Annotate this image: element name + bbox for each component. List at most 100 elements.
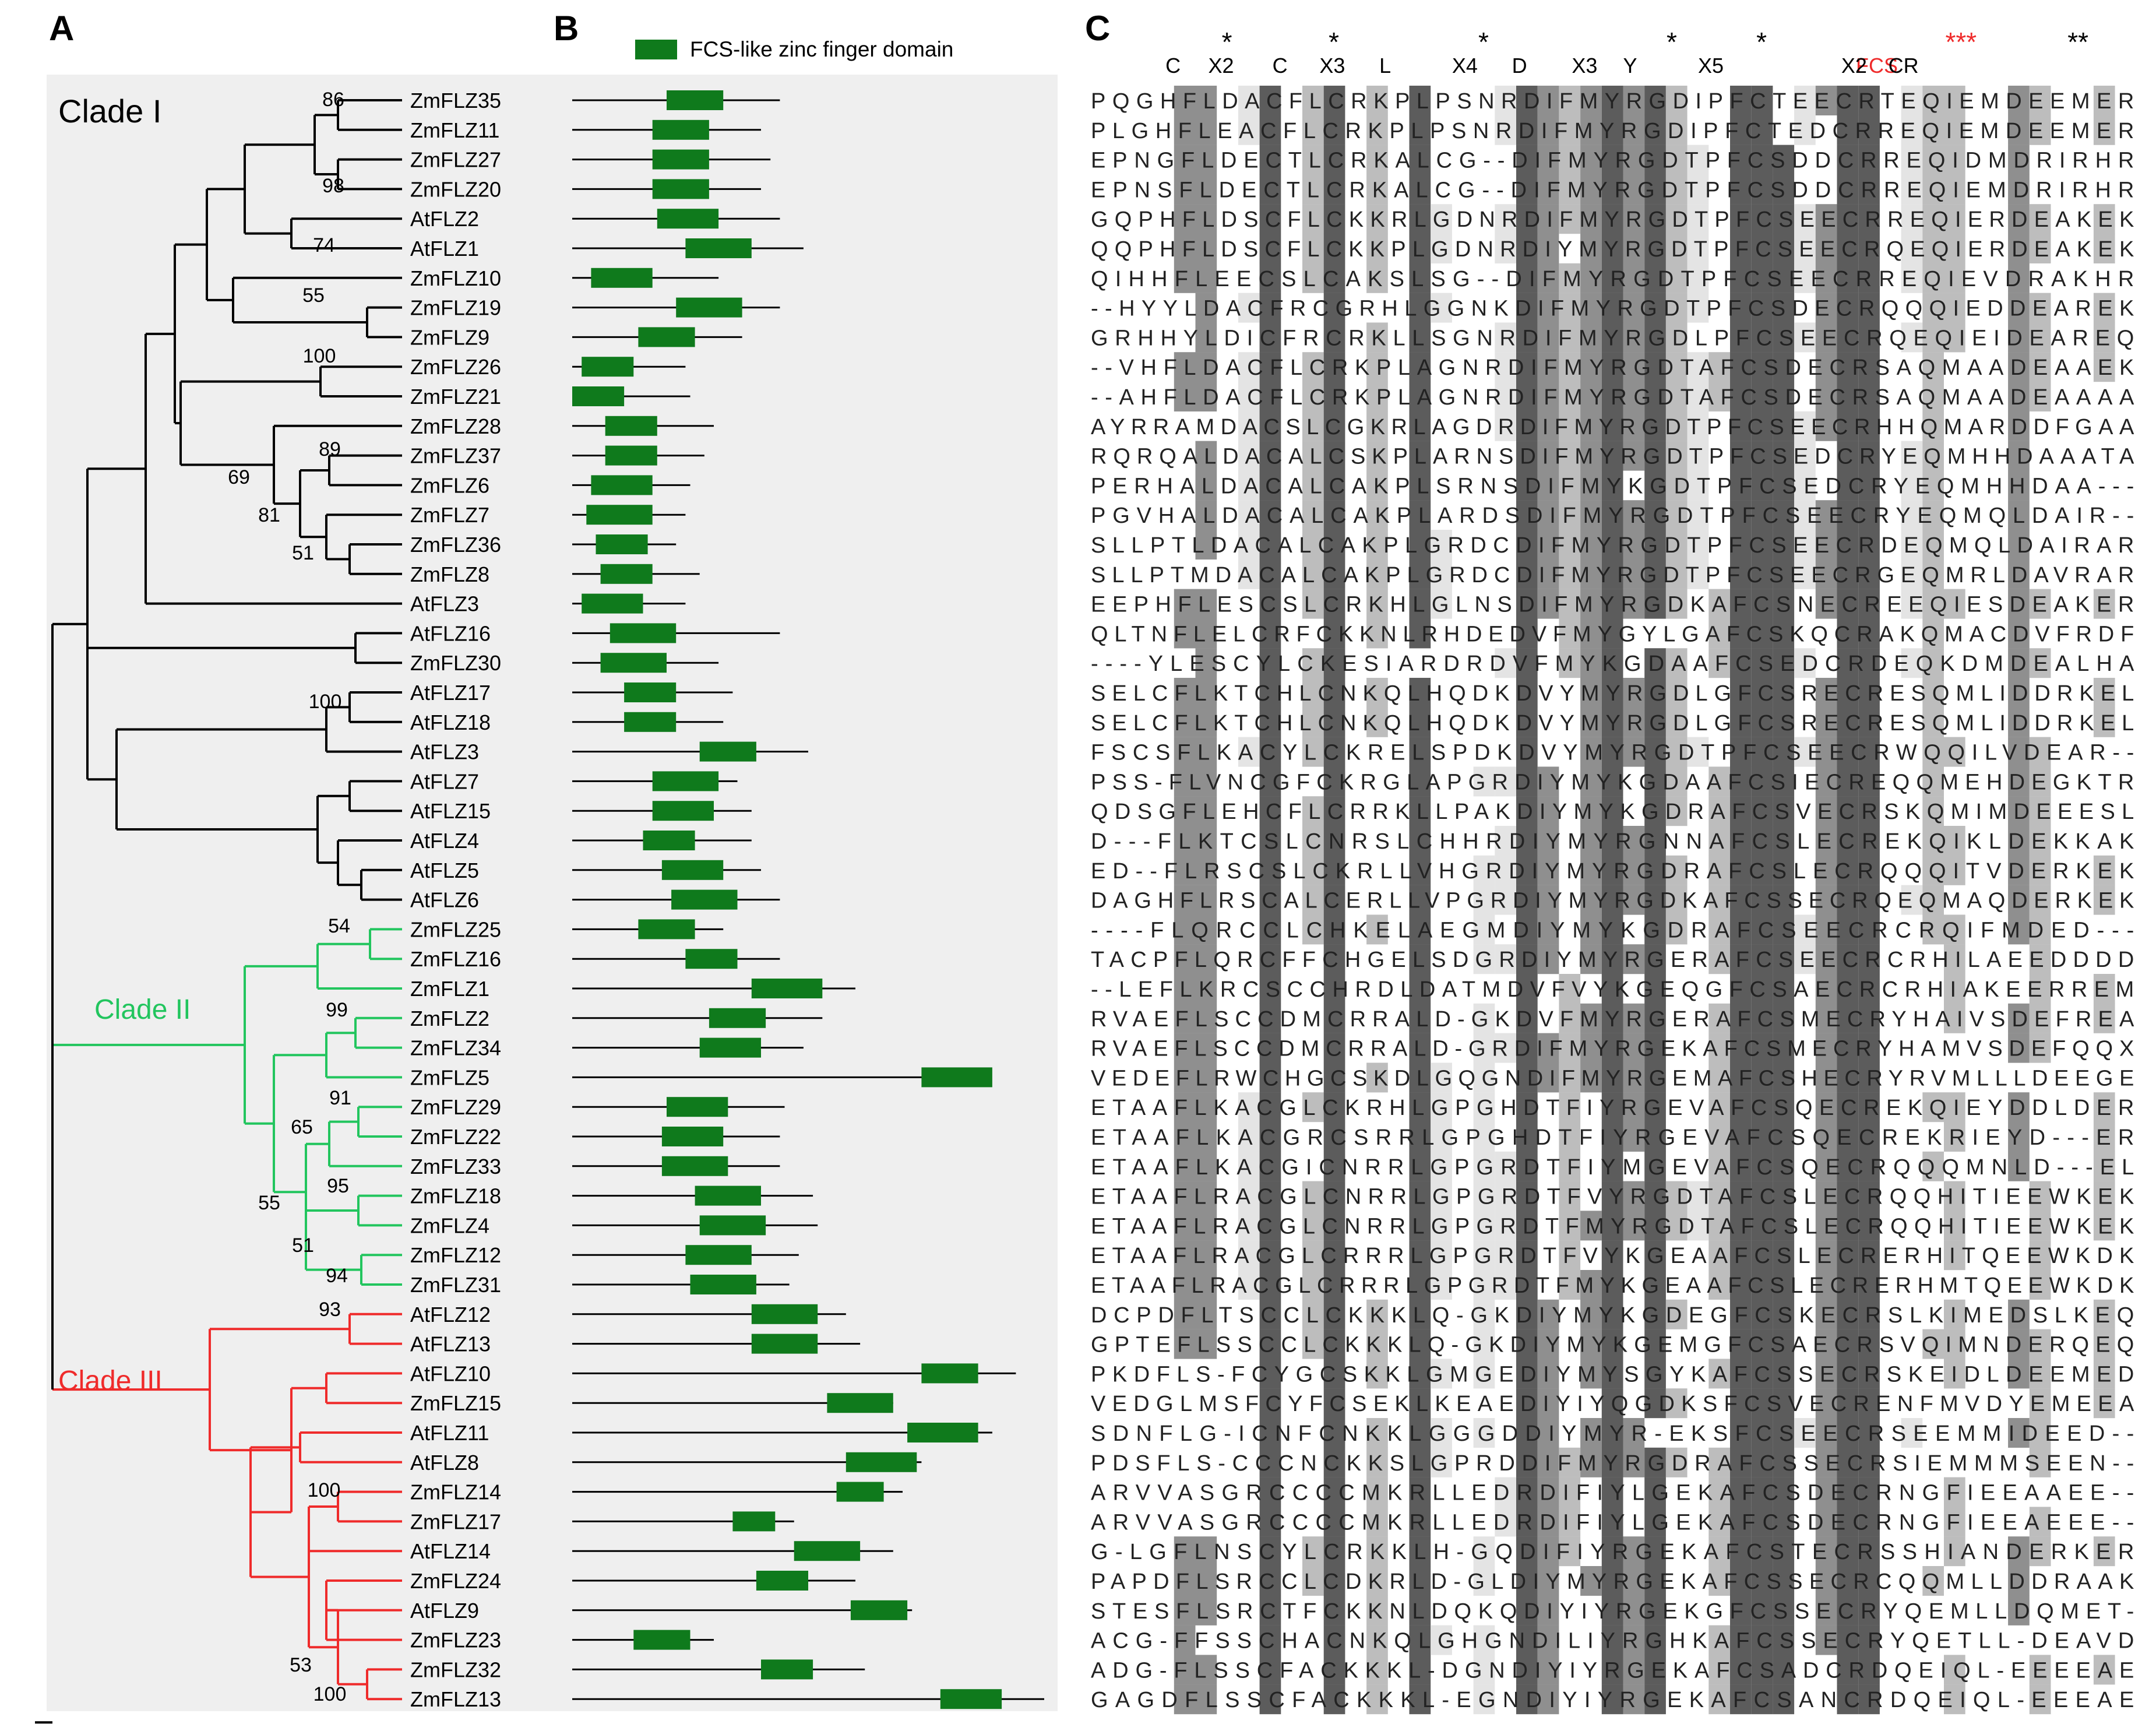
alignment-shade: [1837, 1566, 1859, 1596]
alignment-shade: [1431, 1181, 1452, 1211]
alignment-shade: [1601, 352, 1623, 382]
alignment-shade: [1815, 204, 1837, 234]
alignment-shade: [1730, 1003, 1752, 1033]
alignment-shade: [2029, 737, 2051, 767]
alignment-shade: [1837, 1507, 1859, 1537]
alignment-shade: [1601, 174, 1623, 205]
alignment-shade: [1944, 1684, 1965, 1715]
alignment-shade: [1259, 1181, 1281, 1211]
alignment-shade: [1238, 382, 1260, 411]
alignment-shade: [1858, 1625, 1880, 1655]
alignment-shade: [1601, 322, 1623, 353]
alignment-sequence: RVAEFLSCCDMCRRALD-GKDVFMYRGERAFCSMECRYHA…: [1091, 1007, 2134, 1032]
alignment-shade: [1922, 441, 1944, 471]
alignment-shade: [1708, 1033, 1730, 1063]
fcs-domain: [699, 1037, 761, 1058]
alignment-shade: [1665, 855, 1688, 885]
alignment-shade: [1238, 1122, 1260, 1152]
alignment-shade: [1174, 1595, 1196, 1626]
alignment-shade: [1944, 1536, 1965, 1567]
alignment-shade: [1174, 1062, 1196, 1093]
alignment-shade: [1773, 382, 1795, 411]
alignment-shade: [1238, 1240, 1260, 1271]
alignment-shade: [1409, 1595, 1431, 1626]
alignment-shade: [1815, 707, 1837, 737]
alignment-shade: [1409, 1655, 1431, 1685]
alignment-shade: [1858, 1684, 1880, 1715]
alignment-shade: [1537, 1625, 1559, 1655]
alignment-shade: [1922, 293, 1944, 323]
bootstrap-value: 86: [322, 89, 344, 111]
tree-panel-background: [47, 75, 556, 1711]
alignment-shade: [1174, 86, 1196, 115]
tree-tip-label: AtFLZ2: [410, 207, 479, 231]
alignment-shade: [1302, 1211, 1324, 1241]
alignment-shade: [1323, 1536, 1345, 1567]
alignment-shade: [1858, 470, 1880, 501]
alignment-shade: [1922, 737, 1944, 767]
alignment-shade: [1708, 352, 1730, 382]
alignment-shade: [1751, 1625, 1773, 1655]
tree-tip-label: ZmFLZ11: [410, 118, 499, 142]
alignment-shade: [1601, 618, 1623, 649]
bootstrap-value: 54: [328, 915, 350, 937]
alignment-shade: [1944, 1655, 1965, 1685]
alignment-shade: [1259, 145, 1281, 175]
alignment-shade: [1665, 559, 1688, 589]
alignment-shade: [1837, 1418, 1859, 1448]
motif-label: X2: [1841, 54, 1867, 78]
alignment-shade: [1259, 1151, 1281, 1181]
alignment-sequence: ACG-FFSSCHACNKQLGHGNDILIYRGHKAFCSSECRYQE…: [1091, 1629, 2134, 1653]
alignment-shade: [1366, 1625, 1388, 1655]
alignment-shade: [1644, 559, 1666, 589]
alignment-shade: [1473, 1003, 1495, 1033]
alignment-shade: [1944, 174, 1965, 205]
alignment-shade: [1516, 174, 1538, 205]
alignment-shade: [1858, 914, 1880, 945]
tree-tip-label: ZmFLZ7: [410, 503, 489, 527]
alignment-sequence: ----YLESCYLCKESIARDRDVFMYKGDAAFCSEDCRDEQ…: [1091, 652, 2134, 676]
alignment-shade: [1409, 1299, 1431, 1329]
alignment-sequence: GAGDFLSSCFACKKKL-EGNDIYIYRGEKAFCSANCRDQE…: [1091, 1688, 2134, 1712]
alignment-shade: [1837, 1151, 1859, 1181]
alignment-shade: [1601, 796, 1623, 826]
alignment-shade: [1730, 86, 1752, 115]
alignment-shade: [1302, 86, 1324, 115]
alignment-shade: [1837, 234, 1859, 263]
alignment-shade: [1601, 678, 1623, 708]
alignment-shade: [2029, 855, 2051, 885]
tree-tip-label: ZmFLZ17: [410, 1510, 501, 1533]
alignment-shade: [1580, 293, 1602, 323]
alignment-shade: [1730, 293, 1752, 323]
alignment-shade: [2008, 826, 2030, 856]
alignment-shade: [1665, 263, 1688, 293]
alignment-shade: [1537, 145, 1559, 175]
alignment-shade: [1815, 1536, 1837, 1567]
alignment-shade: [1559, 1270, 1581, 1300]
alignment-shade: [1195, 1270, 1217, 1300]
alignment-shade: [1495, 826, 1516, 856]
alignment-shade: [1794, 500, 1816, 530]
alignment-shade: [1516, 204, 1538, 234]
alignment-shade: [2093, 589, 2115, 619]
alignment-shade: [1580, 411, 1602, 441]
tree-tip-label: AtFLZ15: [410, 799, 491, 823]
alignment-shade: [1323, 1359, 1345, 1389]
alignment-shade: [1174, 1092, 1196, 1123]
alignment-shade: [1409, 234, 1431, 263]
alignment-shade: [1537, 411, 1559, 441]
alignment-shade: [1174, 707, 1196, 737]
alignment-shade: [1794, 737, 1816, 767]
alignment-shade: [1815, 1447, 1837, 1477]
alignment-shade: [1601, 1299, 1623, 1329]
alignment-shade: [2029, 1536, 2051, 1567]
alignment-shade: [1302, 1181, 1324, 1211]
alignment-shade: [1644, 1092, 1666, 1123]
alignment-shade: [1323, 115, 1345, 145]
alignment-shade: [1516, 1388, 1538, 1419]
tree-tip-label: ZmFLZ27: [410, 148, 501, 172]
alignment-shade: [1708, 1181, 1730, 1211]
alignment-shade: [1623, 1062, 1645, 1093]
alignment-shade: [1302, 352, 1324, 382]
alignment-shade: [1773, 1211, 1795, 1241]
